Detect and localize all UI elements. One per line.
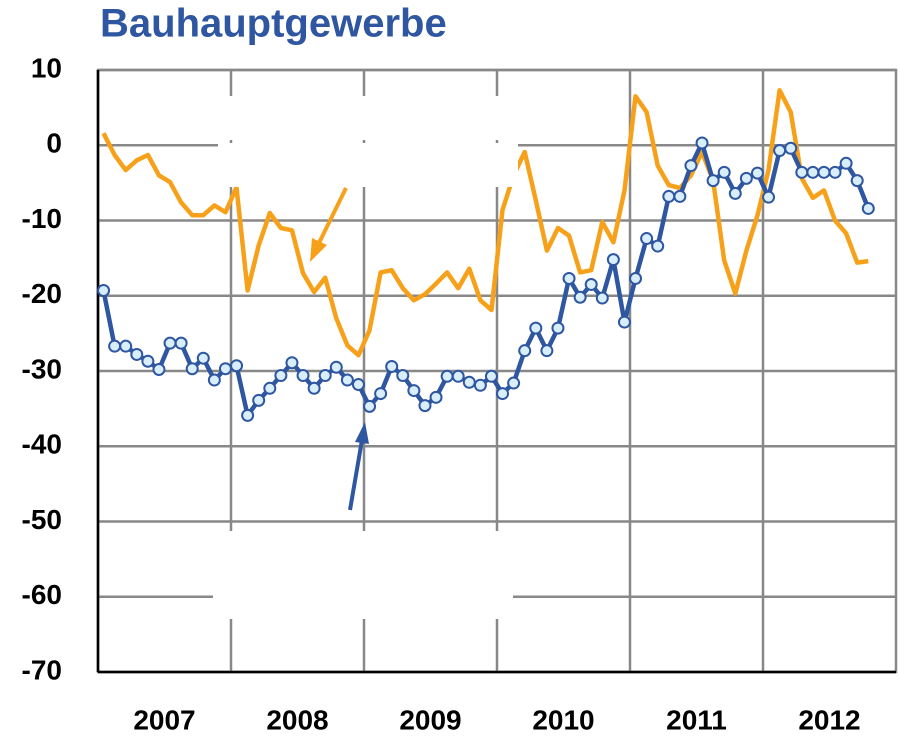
marker [119,339,133,353]
marker [695,136,709,150]
marker [329,360,343,374]
marker [340,373,354,387]
marker [617,315,631,329]
marker [285,356,299,370]
marker [496,387,510,401]
marker [762,190,776,204]
arrow-shaft [316,187,348,246]
marker [141,354,155,368]
series-line [101,88,869,358]
marker [218,362,232,376]
y-tick-label: -60 [22,579,62,610]
marker [97,283,111,297]
marker [584,277,598,291]
marker [163,336,177,350]
marker [429,390,443,404]
marker [451,369,465,383]
x-tick-label: 2007 [133,704,195,735]
marker [861,201,875,215]
marker [684,159,698,173]
arrow-shaft [348,439,364,511]
marker [185,362,199,376]
marker [573,290,587,304]
marker [241,408,255,422]
marker [196,351,210,365]
marker [717,165,731,179]
marker [318,369,332,383]
annotation-bg [213,575,513,619]
annotation-bg [218,143,518,187]
marker [806,165,820,179]
marker [418,399,432,413]
marker [828,165,842,179]
x-tick-label: 2010 [532,704,594,735]
y-tick-label: 0 [46,128,62,159]
y-tick-label: -40 [22,429,62,460]
y-tick-label: -20 [22,278,62,309]
x-tick-label: 2009 [399,704,461,735]
x-tick-label: 2011 [666,704,727,735]
marker [207,373,221,387]
marker [473,378,487,392]
marker [728,186,742,200]
marker [108,339,122,353]
y-tick-label: -50 [22,504,62,535]
annotation-bg [213,531,513,575]
y-tick-label: 10 [31,52,62,83]
marker [706,174,720,188]
marker [529,321,543,335]
marker [606,253,620,267]
marker [263,381,277,395]
x-tick-label: 2012 [798,704,860,735]
annotation-bg [218,96,518,140]
marker [307,381,321,395]
marker [551,321,565,335]
marker [750,166,764,180]
marker [152,362,166,376]
arrow-head [310,238,327,262]
marker [518,344,532,358]
marker [230,359,244,373]
marker [784,141,798,155]
annotations [213,96,518,619]
arrow-head [355,422,369,444]
marker [673,189,687,203]
marker [507,376,521,390]
marker [839,156,853,170]
marker [540,344,554,358]
marker [274,369,288,383]
marker [396,369,410,383]
chart-title: Bauhauptgewerbe [100,2,447,46]
marker [462,375,476,389]
marker [407,384,421,398]
marker [640,232,654,246]
marker [351,378,365,392]
marker [562,271,576,285]
y-tick-label: -30 [22,353,62,384]
marker [739,171,753,185]
marker [440,369,454,383]
marker [130,347,144,361]
marker [773,144,787,158]
marker [595,291,609,305]
marker [484,369,498,383]
marker [662,189,676,203]
marker [651,239,665,253]
marker [252,393,266,407]
marker [363,399,377,413]
marker [385,359,399,373]
x-tick-label: 2008 [266,704,328,735]
y-tick-label: -10 [22,203,62,234]
marker [817,165,831,179]
marker [296,369,310,383]
marker [850,174,864,188]
marker [374,387,388,401]
marker [174,336,188,350]
series [101,88,869,358]
marker [629,271,643,285]
marker [795,165,809,179]
y-tick-label: -70 [22,654,62,685]
series [97,136,875,422]
